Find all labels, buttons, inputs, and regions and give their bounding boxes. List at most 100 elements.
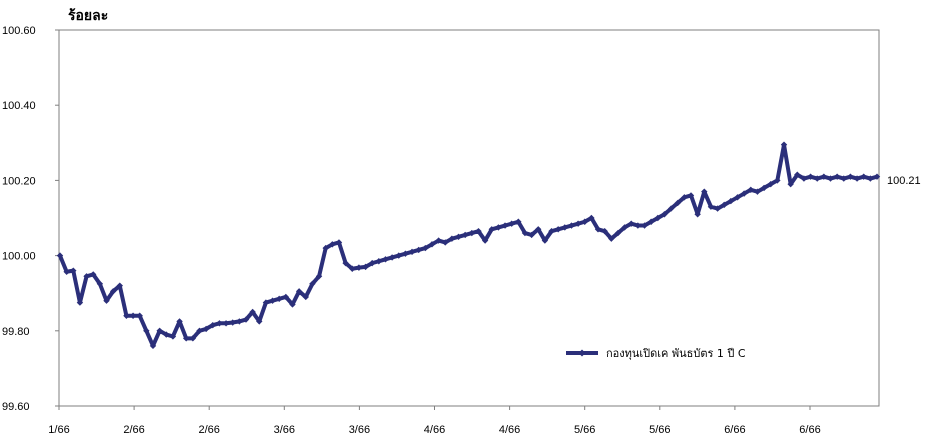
data-point (694, 211, 701, 218)
data-point (256, 318, 263, 325)
x-tick-label: 1/66 (48, 424, 69, 436)
data-point (714, 205, 721, 212)
data-point (701, 188, 708, 195)
data-point (216, 320, 223, 327)
data-point (90, 271, 97, 278)
data-point (528, 231, 535, 239)
data-point (654, 214, 662, 222)
data-point (594, 226, 602, 233)
data-point (468, 229, 476, 237)
data-point (129, 312, 137, 319)
y-tick-label: 100.40 (2, 100, 36, 112)
data-point (163, 331, 170, 338)
data-point (70, 267, 77, 274)
data-point (780, 141, 788, 148)
data-point (282, 293, 290, 301)
data-point (641, 222, 648, 229)
data-point (275, 295, 283, 303)
data-point (109, 288, 117, 295)
data-point (740, 190, 748, 197)
data-point (820, 173, 828, 180)
series-line (58, 142, 878, 348)
data-point (242, 316, 250, 323)
data-point (674, 199, 681, 207)
data-point (727, 197, 735, 205)
data-point (123, 312, 130, 319)
data-point (501, 222, 509, 229)
data-point (515, 218, 522, 225)
x-tick-label: 5/66 (574, 424, 595, 436)
data-point (461, 231, 469, 239)
data-point (156, 327, 163, 334)
data-point (860, 173, 867, 180)
data-point (873, 173, 881, 180)
data-point (63, 268, 70, 275)
data-point (229, 319, 236, 326)
data-point (667, 205, 675, 212)
legend-marker (578, 349, 586, 357)
data-point (554, 226, 562, 233)
data-point (787, 180, 794, 188)
data-point (395, 252, 402, 259)
data-point (833, 173, 841, 180)
data-point (262, 299, 270, 306)
data-point (827, 175, 834, 182)
data-point (375, 258, 383, 265)
data-point (96, 280, 104, 287)
data-point (176, 318, 183, 325)
data-point (661, 211, 668, 218)
data-point (222, 320, 230, 327)
data-point (189, 335, 197, 342)
data-point (541, 237, 549, 244)
data-point (249, 308, 256, 316)
data-point (415, 246, 422, 254)
data-point (481, 237, 489, 244)
data-point (422, 244, 429, 252)
data-point (236, 318, 243, 325)
data-point (289, 301, 296, 308)
data-point (840, 175, 847, 182)
data-point (56, 252, 64, 259)
data-point (634, 222, 642, 229)
data-point (847, 173, 854, 180)
data-point (488, 226, 495, 233)
data-point (867, 175, 874, 182)
data-point (601, 227, 608, 235)
x-tick-label: 4/66 (424, 424, 445, 436)
data-point (335, 239, 343, 246)
data-point (807, 173, 814, 180)
data-point (767, 180, 774, 188)
data-point (581, 218, 588, 225)
data-point (508, 220, 515, 227)
data-point (495, 224, 502, 231)
data-point (76, 299, 84, 306)
data-point (442, 239, 449, 246)
data-point (196, 327, 203, 334)
data-point (774, 177, 781, 184)
data-point (295, 288, 303, 295)
data-point (681, 194, 688, 201)
y-axis-label: ร้อยละ (68, 8, 108, 24)
data-point (309, 280, 316, 287)
data-point (269, 297, 276, 304)
data-point (608, 235, 615, 242)
data-point (754, 188, 761, 195)
data-point (169, 333, 177, 340)
data-point (382, 256, 389, 263)
data-point (202, 325, 210, 333)
x-tick-label: 4/66 (499, 424, 520, 436)
plot-area (58, 29, 880, 407)
data-point (428, 241, 436, 248)
legend: กองทุนเปิดเค พันธบัตร 1 ปี C (566, 347, 746, 360)
data-point (388, 254, 396, 261)
x-tick-label: 3/66 (349, 424, 370, 436)
data-point (103, 297, 110, 304)
x-tick-label: 2/66 (123, 424, 144, 436)
data-point (149, 342, 157, 350)
data-point (707, 203, 715, 210)
data-point (574, 220, 582, 227)
data-point (475, 227, 482, 235)
data-point (136, 312, 143, 319)
data-point (83, 273, 90, 280)
x-tick-label: 2/66 (198, 424, 219, 436)
